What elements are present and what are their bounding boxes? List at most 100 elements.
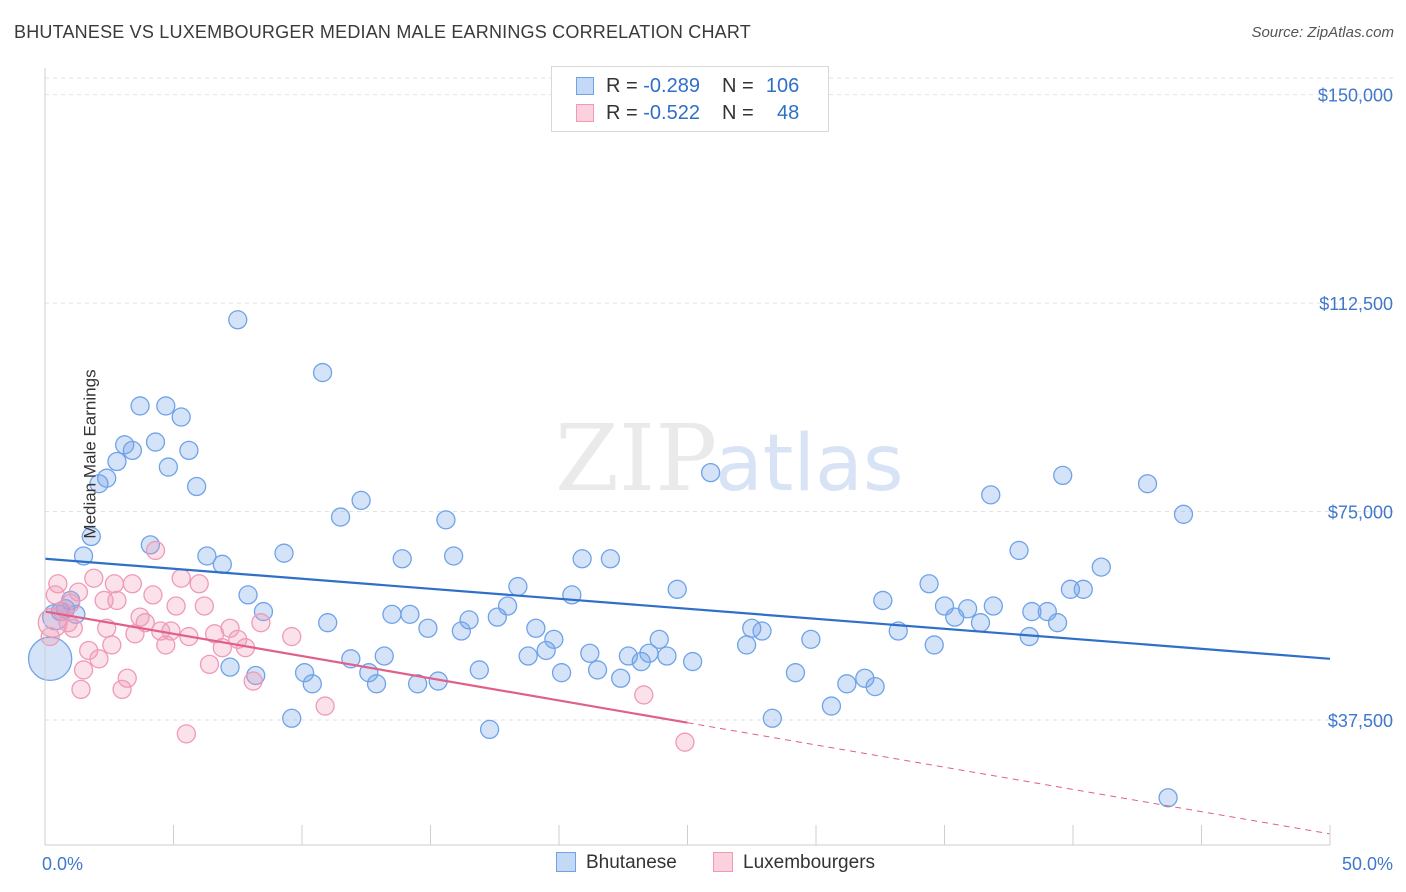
point-bhutanese xyxy=(821,696,842,716)
point-bhutanese xyxy=(107,451,127,472)
point-bhutanese xyxy=(587,660,608,680)
point-luxembourgers xyxy=(161,621,181,641)
point-bhutanese xyxy=(330,507,351,527)
point-bhutanese xyxy=(312,362,333,383)
legend-r-value: -0.289 xyxy=(643,75,700,97)
trend-line-bhutanese xyxy=(44,557,1331,660)
legend-r-value: -0.522 xyxy=(643,102,700,124)
point-bhutanese xyxy=(459,610,479,630)
point-bhutanese xyxy=(667,579,687,599)
bottom-legend-swatch-luxembourgers xyxy=(713,852,733,872)
chart-title: BHUTANESE VS LUXEMBOURGER MEDIAN MALE EA… xyxy=(14,22,751,42)
bottom-legend-luxembourgers: Luxembourgers xyxy=(713,852,875,874)
point-bhutanese xyxy=(197,546,217,566)
point-luxembourgers xyxy=(243,671,263,691)
point-luxembourgers xyxy=(220,618,240,638)
point-bhutanese xyxy=(158,457,179,477)
point-luxembourgers xyxy=(166,596,186,616)
point-bhutanese xyxy=(294,663,315,683)
point-luxembourgers xyxy=(71,679,91,700)
point-luxembourgers xyxy=(171,568,191,588)
point-luxembourgers xyxy=(194,596,214,616)
x-tick-label-start: 0.0% xyxy=(42,854,83,874)
legend-n-value: 106 xyxy=(765,75,800,97)
point-bhutanese xyxy=(366,674,387,694)
point-bhutanese xyxy=(1053,465,1073,486)
point-luxembourgers xyxy=(73,660,94,680)
point-bhutanese xyxy=(1047,613,1068,633)
point-luxembourgers xyxy=(117,668,137,688)
point-bhutanese xyxy=(212,554,232,574)
point-luxembourgers xyxy=(143,585,163,605)
point-luxembourgers xyxy=(63,618,83,638)
point-bhutanese xyxy=(970,613,991,633)
legend-n-value: 48 xyxy=(776,102,800,124)
point-bhutanese xyxy=(451,621,471,641)
point-bhutanese xyxy=(682,651,703,672)
point-bhutanese xyxy=(253,601,274,622)
point-bhutanese xyxy=(762,708,782,728)
watermark-zip: ZIP xyxy=(555,405,717,512)
point-luxembourgers xyxy=(675,732,695,752)
point-bhutanese xyxy=(1073,579,1093,599)
point-luxembourgers xyxy=(45,585,65,605)
point-bhutanese xyxy=(351,490,371,511)
point-bhutanese xyxy=(785,663,806,683)
point-bhutanese xyxy=(544,629,564,650)
point-luxembourgers xyxy=(189,574,209,594)
point-bhutanese xyxy=(1022,601,1042,622)
point-luxembourgers xyxy=(634,685,654,705)
point-bhutanese xyxy=(1137,474,1158,494)
legend-r-label: R = xyxy=(606,102,644,124)
legend-swatch-bhutanese xyxy=(576,77,594,95)
point-bhutanese xyxy=(171,407,191,427)
point-luxembourgers xyxy=(315,696,335,716)
point-bhutanese xyxy=(551,663,572,683)
point-bhutanese xyxy=(418,618,438,638)
point-bhutanese xyxy=(736,635,757,655)
point-bhutanese xyxy=(981,485,1001,505)
watermark-atlas: atlas xyxy=(715,419,904,509)
point-bhutanese xyxy=(302,674,322,694)
point-bhutanese xyxy=(983,596,1003,616)
point-luxembourgers xyxy=(68,582,89,602)
stats-legend: R = -0.289 N = 106 R = -0.522 N = 48 xyxy=(551,66,829,132)
point-bhutanese xyxy=(1158,788,1178,808)
point-bhutanese xyxy=(81,526,101,547)
points-layer xyxy=(27,310,1194,808)
point-bhutanese xyxy=(145,432,166,452)
point-luxembourgers xyxy=(58,613,78,633)
point-bhutanese xyxy=(274,543,294,563)
y-tick-label: $37,500 xyxy=(1328,711,1393,731)
y-tick-label: $150,000 xyxy=(1318,86,1393,106)
point-luxembourgers xyxy=(104,574,125,594)
point-bhutanese xyxy=(318,613,338,633)
point-bhutanese xyxy=(752,621,772,641)
bottom-legend-label-bhutanese: Bhutanese xyxy=(586,852,677,873)
point-bhutanese xyxy=(122,440,143,461)
point-luxembourgers xyxy=(112,679,132,700)
point-bhutanese xyxy=(374,646,394,666)
point-luxembourgers xyxy=(40,626,60,647)
point-luxembourgers xyxy=(199,654,220,675)
point-bhutanese xyxy=(179,440,199,461)
point-bhutanese xyxy=(600,549,621,569)
point-bhutanese xyxy=(228,310,248,330)
point-bhutanese xyxy=(518,646,538,666)
point-luxembourgers xyxy=(37,607,68,638)
point-bhutanese xyxy=(400,604,420,624)
point-bhutanese xyxy=(1091,557,1111,577)
point-bhutanese xyxy=(97,468,117,488)
point-bhutanese xyxy=(1009,540,1029,561)
point-bhutanese xyxy=(873,590,893,611)
point-bhutanese xyxy=(957,599,978,619)
legend-n-label: N = xyxy=(721,102,760,124)
x-tick-label-end: 50.0% xyxy=(1342,854,1393,874)
point-bhutanese xyxy=(572,549,592,569)
legend-r-label: R = xyxy=(606,75,644,97)
grid-layer xyxy=(45,77,1395,721)
legend-n-label: N = xyxy=(721,75,760,97)
point-bhutanese xyxy=(238,585,258,605)
point-bhutanese xyxy=(479,719,500,740)
